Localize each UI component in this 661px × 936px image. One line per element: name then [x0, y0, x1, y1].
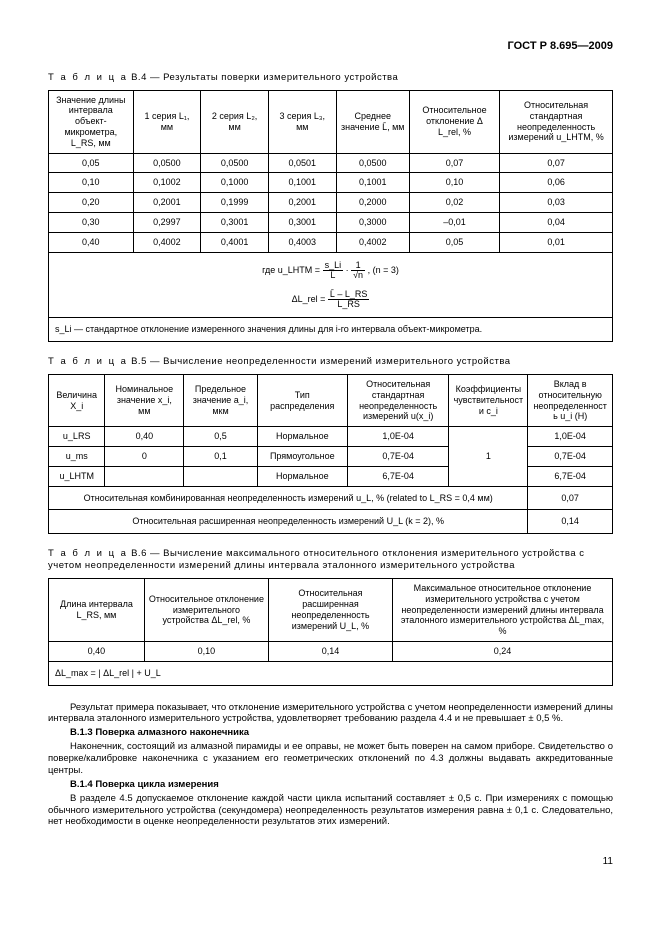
table-header-row: Величина X_iНоминальное значение x_i, мм…: [49, 375, 613, 427]
caption-text: — Результаты поверки измерительного устр…: [150, 72, 398, 83]
table-header-row: Значение длины интервала объект-микромет…: [49, 90, 613, 153]
caption-prefix: Т а б л и ц а: [48, 72, 128, 83]
col-ulhtm: Относительная стандартная неопределеннос…: [500, 90, 613, 153]
body-text: Результат примера показывает, что отклон…: [48, 702, 613, 829]
summary-row: Относительная комбинированная неопределе…: [49, 486, 613, 510]
paragraph: В разделе 4.5 допускаемое отклонение каж…: [48, 793, 613, 829]
col-dlrel: Относительное отклонение Δ L_rel, %: [409, 90, 499, 153]
table-b6-caption: Т а б л и ц а В.6 — Вычисление максималь…: [48, 548, 613, 572]
summary-row: Относительная расширенная неопределеннос…: [49, 510, 613, 534]
document-header: ГОСТ Р 8.695—2009: [48, 40, 613, 54]
table-row: u_LRS0,400,5Нормальное1,0E-0411,0E-04: [49, 427, 613, 447]
table-b4: Значение длины интервала объект-микромет…: [48, 90, 613, 343]
section-heading-b13: В.1.3 Поверка алмазного наконечника: [48, 727, 613, 739]
formula-row: ΔL_max = | ΔL_rel | + U_L: [49, 661, 613, 685]
table-row: 0,100,10020,10000,10010,10010,100,06: [49, 173, 613, 193]
formula-row: где u_LHTM = s_LiL̄ · 1√n , (n = 3) ΔL_r…: [49, 252, 613, 318]
table-b6: Длина интервала L_RS, ммОтносительное от…: [48, 578, 613, 686]
table-b5: Величина X_iНоминальное значение x_i, мм…: [48, 374, 613, 534]
table-row: u_ms00,1Прямоугольное0,7E-040,7E-04: [49, 447, 613, 467]
paragraph: Результат примера показывает, что отклон…: [48, 702, 613, 726]
table-header-row: Длина интервала L_RS, ммОтносительное от…: [49, 578, 613, 641]
formula1-lhs: где u_LHTM =: [262, 264, 320, 274]
footnote-row: s_Li — стандартное отклонение измеренног…: [49, 318, 613, 342]
table-row: u_LHTMНормальное6,7E-046,7E-04: [49, 466, 613, 486]
col-lrs: Значение длины интервала объект-микромет…: [49, 90, 134, 153]
col-l3: 3 серия L₃, мм: [268, 90, 336, 153]
paragraph: Наконечник, состоящий из алмазной пирами…: [48, 741, 613, 777]
formula2-lhs: ΔL_rel =: [292, 294, 326, 304]
col-l2: 2 серия L₂, мм: [201, 90, 269, 153]
table-b5-caption: Т а б л и ц а В.5 — Вычисление неопредел…: [48, 356, 613, 368]
table-footnote: s_Li — стандартное отклонение измеренног…: [49, 318, 613, 342]
page-number: 11: [48, 856, 613, 869]
section-heading-b14: В.1.4 Поверка цикла измерения: [48, 779, 613, 791]
table-row: 0,300,29970,30010,30010,3000–0,010,04: [49, 213, 613, 233]
col-lmean: Среднее значение L̄, мм: [336, 90, 409, 153]
col-l1: 1 серия L₁, мм: [133, 90, 201, 153]
coefficient-cell: 1: [449, 427, 528, 486]
table-row: 0,400,40020,40010,40030,40020,050,01: [49, 232, 613, 252]
table-row: 0,200,20010,19990,20010,20000,020,03: [49, 193, 613, 213]
table-b4-caption: Т а б л и ц а В.4 — Результаты поверки и…: [48, 72, 613, 84]
table-row: 0,050,05000,05000,05010,05000,070,07: [49, 153, 613, 173]
table-row: 0,400,100,140,24: [49, 641, 613, 661]
caption-num: В.4: [131, 72, 147, 83]
